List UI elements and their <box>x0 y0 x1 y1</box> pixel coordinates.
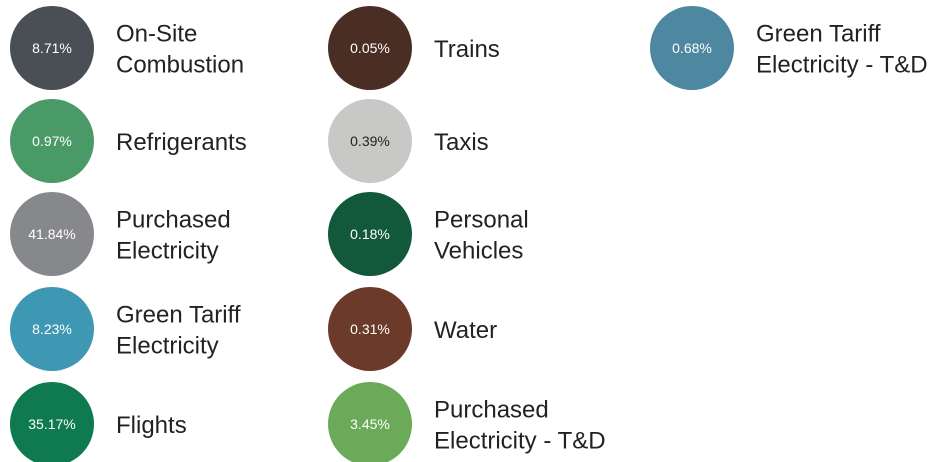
swatch <box>328 382 412 462</box>
label: Electricity - T&D <box>756 52 928 79</box>
label: Electricity - T&D <box>434 428 606 455</box>
label: Green Tariff <box>116 302 241 329</box>
label: Trains <box>434 36 500 63</box>
swatch <box>328 192 412 276</box>
swatch <box>328 99 412 183</box>
percentage: 0.39% <box>350 133 390 149</box>
percentage: 8.71% <box>32 40 72 56</box>
label: Combustion <box>116 52 244 79</box>
percentage: 35.17% <box>28 416 75 432</box>
swatch <box>10 192 94 276</box>
swatch <box>10 287 94 371</box>
label: Personal <box>434 207 529 234</box>
percentage: 41.84% <box>28 226 75 242</box>
label: Purchased <box>434 397 549 424</box>
percentage: 0.97% <box>32 133 72 149</box>
swatch <box>10 382 94 462</box>
swatch <box>650 6 734 90</box>
percentage: 0.05% <box>350 40 390 56</box>
label: Purchased <box>116 207 231 234</box>
percentage: 8.23% <box>32 321 72 337</box>
label: Vehicles <box>434 238 523 265</box>
swatch <box>328 6 412 90</box>
percentage: 0.18% <box>350 226 390 242</box>
label: Flights <box>116 412 187 439</box>
label: Taxis <box>434 129 489 156</box>
label: Electricity <box>116 238 219 265</box>
percentage: 3.45% <box>350 416 390 432</box>
label: Electricity <box>116 333 219 360</box>
swatch <box>10 99 94 183</box>
percentage: 0.68% <box>672 40 712 56</box>
label: On-Site <box>116 21 197 48</box>
label: Water <box>434 317 497 344</box>
label: Green Tariff <box>756 21 881 48</box>
swatch <box>328 287 412 371</box>
label: Refrigerants <box>116 129 247 156</box>
swatch <box>10 6 94 90</box>
percentage: 0.31% <box>350 321 390 337</box>
